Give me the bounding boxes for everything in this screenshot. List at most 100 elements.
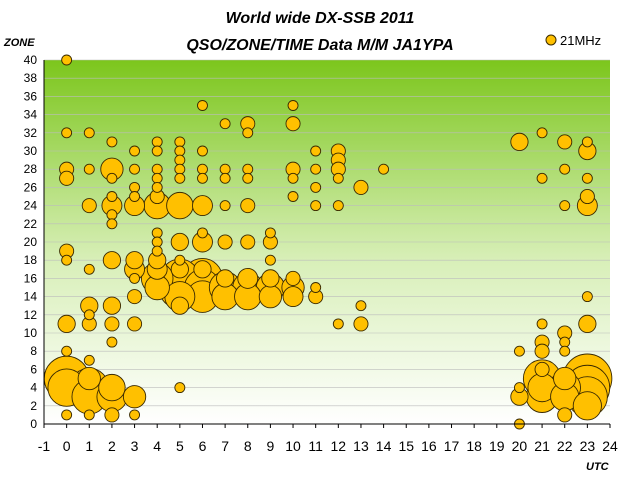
chart-title: World wide DX-SSB 2011	[226, 10, 415, 27]
y-tick-label: 4	[30, 381, 37, 395]
data-point	[378, 163, 390, 175]
data-point	[559, 163, 571, 175]
data-point	[553, 366, 577, 391]
data-point	[61, 54, 73, 66]
data-point	[332, 200, 344, 212]
data-point	[534, 361, 550, 377]
data-point	[170, 232, 189, 252]
data-point	[127, 289, 143, 305]
y-tick-label: 24	[24, 199, 38, 213]
data-point	[106, 336, 118, 348]
data-point	[353, 316, 369, 332]
data-point	[287, 191, 299, 202]
data-point	[151, 145, 163, 157]
data-point	[287, 100, 299, 111]
data-point	[151, 227, 163, 239]
data-point	[102, 251, 122, 270]
data-point	[104, 316, 120, 332]
y-tick-label: 6	[30, 362, 37, 376]
data-point	[106, 209, 118, 221]
y-tick-label: 18	[24, 253, 38, 267]
x-tick-label: 15	[398, 438, 414, 454]
data-point	[174, 136, 186, 148]
y-tick-label: 8	[30, 344, 37, 358]
data-point	[242, 163, 254, 175]
y-tick-label: 32	[24, 126, 38, 140]
data-point	[581, 136, 593, 148]
data-point	[559, 200, 571, 212]
data-point	[536, 127, 548, 139]
data-point	[166, 191, 194, 220]
data-point	[127, 316, 143, 332]
data-point	[174, 163, 186, 175]
x-tick-label: 16	[421, 438, 437, 454]
data-point	[216, 269, 235, 288]
data-point	[193, 260, 212, 279]
data-point	[285, 116, 301, 132]
x-tick-label: 20	[512, 438, 528, 454]
x-tick-label: 14	[376, 438, 392, 454]
data-point	[151, 181, 163, 193]
y-tick-label: 30	[24, 144, 38, 158]
y-tick-label: 26	[24, 180, 38, 194]
data-point	[125, 251, 144, 270]
x-tick-label: 11	[308, 438, 323, 454]
data-point	[81, 198, 97, 214]
y-tick-label: 40	[24, 53, 38, 67]
data-points	[43, 54, 613, 430]
data-point	[240, 198, 256, 214]
data-point	[242, 172, 254, 184]
data-point	[536, 172, 548, 184]
data-point	[174, 172, 186, 184]
x-tick-label: 7	[221, 438, 229, 454]
y-tick-label: 20	[24, 235, 38, 249]
data-point	[310, 145, 322, 157]
x-tick-label: 13	[353, 438, 369, 454]
data-point	[197, 100, 208, 111]
y-tick-label: 16	[24, 271, 38, 285]
x-tick-label: -1	[38, 438, 51, 454]
y-tick-label: 12	[24, 308, 38, 322]
legend: 21MHz	[545, 33, 601, 48]
data-point	[129, 181, 141, 193]
data-point	[98, 373, 126, 402]
x-tick-label: 6	[199, 438, 207, 454]
x-tick-label: 12	[331, 438, 347, 454]
data-point	[355, 300, 367, 312]
data-point	[261, 269, 280, 288]
data-point	[59, 170, 75, 186]
x-tick-label: 8	[244, 438, 252, 454]
y-tick-label: 14	[24, 290, 38, 304]
data-point	[174, 382, 186, 394]
data-point	[332, 318, 344, 330]
data-point	[192, 195, 213, 217]
data-point	[57, 314, 76, 334]
y-tick-label: 2	[30, 399, 37, 413]
x-axis-label: UTC	[586, 461, 610, 473]
x-tick-labels: -1 0 1 2 3 4 5 6 7 8 9 10 11 12 13 14 15 16 17 18 19 20 21 22 23…	[38, 424, 618, 454]
data-point	[513, 345, 525, 357]
data-point	[219, 118, 231, 130]
data-point	[242, 127, 254, 139]
data-point	[285, 270, 301, 286]
y-tick-label: 0	[30, 417, 37, 431]
data-point	[534, 343, 550, 359]
data-point	[353, 179, 369, 195]
data-point	[197, 172, 208, 184]
data-point	[536, 318, 548, 330]
x-tick-label: 5	[176, 438, 184, 454]
data-point	[61, 254, 73, 266]
data-point	[559, 336, 571, 348]
x-tick-label: 4	[153, 438, 161, 454]
data-point	[310, 163, 322, 175]
data-point	[151, 136, 163, 148]
data-point	[129, 272, 141, 284]
data-point	[240, 234, 256, 250]
data-point	[217, 234, 233, 250]
data-point	[581, 172, 593, 184]
x-tick-label: 23	[580, 438, 596, 454]
data-point	[219, 200, 231, 212]
legend-marker	[545, 34, 557, 46]
data-point	[310, 200, 322, 212]
y-axis-label: ZONE	[3, 37, 35, 49]
